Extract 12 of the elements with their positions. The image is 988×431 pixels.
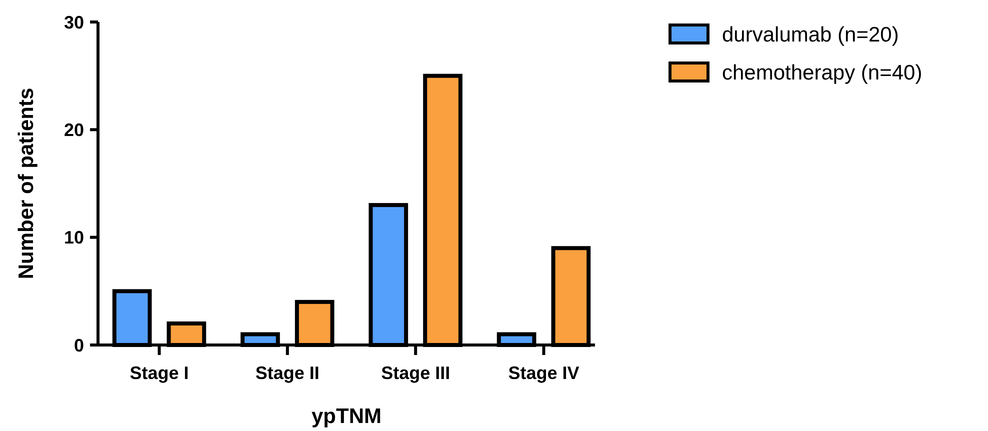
x-tick-label: Stage IV xyxy=(508,363,580,383)
x-tick-label: Stage III xyxy=(381,363,450,383)
y-tick-label: 0 xyxy=(74,335,84,356)
y-axis-title: Number of patients xyxy=(15,88,38,280)
legend-label: durvalumab (n=20) xyxy=(722,23,899,46)
x-tick-label: Stage II xyxy=(255,363,320,383)
y-tick-label: 20 xyxy=(64,120,84,140)
legend-label: chemotherapy (n=40) xyxy=(722,61,922,84)
y-tick-label: 10 xyxy=(64,228,84,248)
x-tick-label: Stage I xyxy=(130,363,189,383)
y-tick-label: 30 xyxy=(64,12,84,32)
x-axis-title: ypTNM xyxy=(312,405,382,428)
